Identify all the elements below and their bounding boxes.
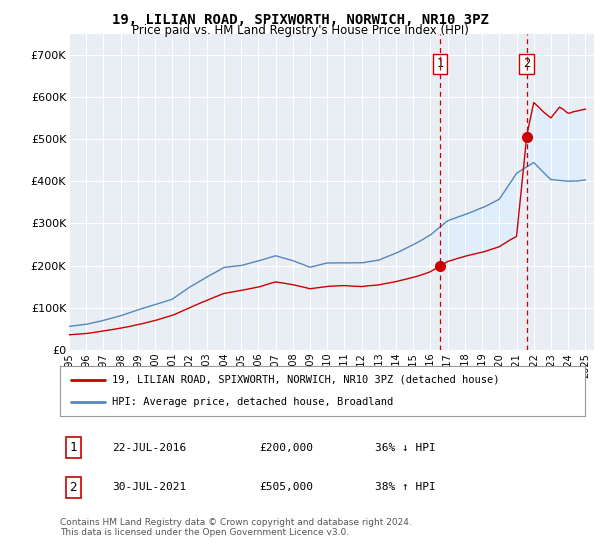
Text: 30-JUL-2021: 30-JUL-2021 (113, 483, 187, 492)
Text: 19, LILIAN ROAD, SPIXWORTH, NORWICH, NR10 3PZ: 19, LILIAN ROAD, SPIXWORTH, NORWICH, NR1… (112, 13, 488, 27)
Text: £505,000: £505,000 (260, 483, 314, 492)
Text: 38% ↑ HPI: 38% ↑ HPI (375, 483, 436, 492)
Text: 2: 2 (523, 57, 530, 70)
Text: HPI: Average price, detached house, Broadland: HPI: Average price, detached house, Broa… (113, 397, 394, 407)
Text: 1: 1 (70, 441, 77, 454)
Text: 36% ↓ HPI: 36% ↓ HPI (375, 443, 436, 452)
Text: 19, LILIAN ROAD, SPIXWORTH, NORWICH, NR10 3PZ (detached house): 19, LILIAN ROAD, SPIXWORTH, NORWICH, NR1… (113, 375, 500, 385)
Text: Price paid vs. HM Land Registry's House Price Index (HPI): Price paid vs. HM Land Registry's House … (131, 24, 469, 37)
Text: 22-JUL-2016: 22-JUL-2016 (113, 443, 187, 452)
Text: Contains HM Land Registry data © Crown copyright and database right 2024.
This d: Contains HM Land Registry data © Crown c… (60, 518, 412, 538)
Text: £200,000: £200,000 (260, 443, 314, 452)
Text: 1: 1 (436, 57, 443, 70)
Text: 2: 2 (70, 481, 77, 494)
